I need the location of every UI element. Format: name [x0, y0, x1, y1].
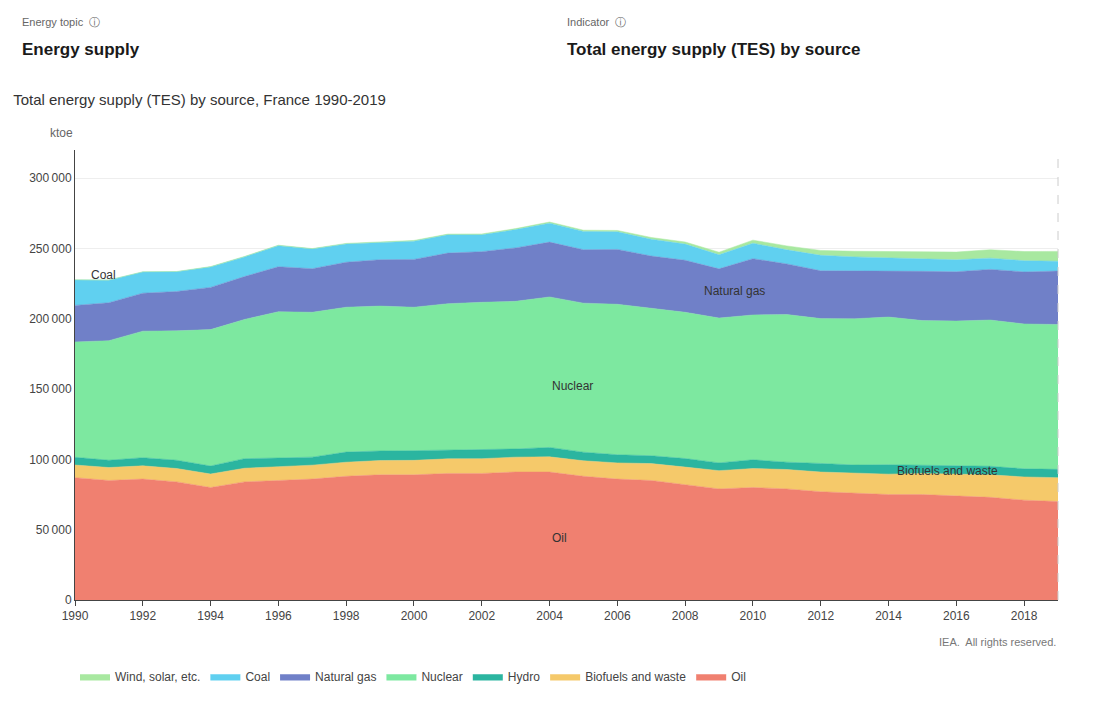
svg-text:Indicator ⓘ: Indicator ⓘ — [567, 16, 626, 28]
svg-text:2012: 2012 — [807, 609, 834, 623]
svg-text:Oil: Oil — [731, 670, 746, 684]
svg-text:1994: 1994 — [197, 609, 224, 623]
svg-text:Energy supply: Energy supply — [22, 40, 140, 59]
svg-text:100 000: 100 000 — [29, 453, 72, 467]
svg-text:1996: 1996 — [265, 609, 292, 623]
svg-text:Nuclear: Nuclear — [421, 670, 462, 684]
svg-text:Coal: Coal — [245, 670, 270, 684]
svg-text:Biofuels and waste: Biofuels and waste — [585, 670, 686, 684]
svg-text:0: 0 — [65, 593, 72, 607]
svg-text:2008: 2008 — [672, 609, 699, 623]
svg-text:Oil: Oil — [552, 531, 567, 545]
svg-text:2014: 2014 — [875, 609, 902, 623]
svg-text:300 000: 300 000 — [29, 171, 72, 185]
svg-text:250 000: 250 000 — [29, 242, 72, 256]
svg-text:2000: 2000 — [401, 609, 428, 623]
svg-text:Natural gas: Natural gas — [315, 670, 376, 684]
svg-text:2006: 2006 — [604, 609, 631, 623]
svg-text:200 000: 200 000 — [29, 312, 72, 326]
svg-text:Biofuels and waste: Biofuels and waste — [897, 464, 998, 478]
svg-text:2010: 2010 — [740, 609, 767, 623]
svg-text:Total energy supply (TES) by s: Total energy supply (TES) by source, Fra… — [13, 91, 386, 108]
svg-text:Wind, solar, etc.: Wind, solar, etc. — [115, 670, 200, 684]
svg-text:Energy topic ⓘ: Energy topic ⓘ — [22, 16, 100, 28]
svg-text:Coal: Coal — [91, 268, 116, 282]
svg-text:1998: 1998 — [333, 609, 360, 623]
svg-text:1992: 1992 — [129, 609, 156, 623]
svg-text:IEA. All rights reserved.: IEA. All rights reserved. — [939, 636, 1056, 648]
svg-text:2004: 2004 — [536, 609, 563, 623]
svg-text:150 000: 150 000 — [29, 382, 72, 396]
svg-text:2016: 2016 — [943, 609, 970, 623]
svg-text:50 000: 50 000 — [36, 523, 72, 537]
svg-text:Total energy supply (TES) by s: Total energy supply (TES) by source — [567, 40, 860, 59]
svg-text:2002: 2002 — [468, 609, 495, 623]
svg-text:2018: 2018 — [1011, 609, 1038, 623]
svg-text:Natural gas: Natural gas — [704, 284, 765, 298]
svg-text:1990: 1990 — [62, 609, 89, 623]
svg-text:Nuclear: Nuclear — [552, 379, 593, 393]
svg-text:ktoe: ktoe — [50, 126, 73, 140]
svg-text:Hydro: Hydro — [508, 670, 540, 684]
